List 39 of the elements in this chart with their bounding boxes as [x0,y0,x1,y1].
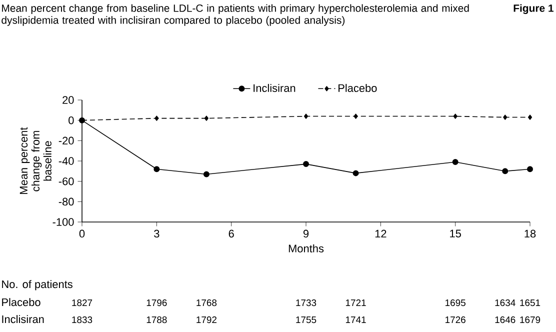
text: Inclisiran [2,315,44,324]
text: Placebo [2,298,40,306]
x-tick-label: 18 [524,230,536,238]
text: 1833 [72,316,92,324]
y-tick-label: -40 [58,157,74,165]
text: 1634 [495,299,516,306]
legend-label: Placebo [338,84,377,92]
y-tick-label: -60 [58,177,74,186]
text: 1827 [72,299,92,306]
text: 1726 [446,316,466,324]
legend-label: Inclisiran [254,84,296,92]
x-tick-label: 15 [450,230,461,238]
chart-title: Mean percent change from baseline LDL-C in patients with primary hypercholesterolemia and mixed dyslipidemia treated with inclisiran compared to placebo (pooled analysis) [2,4,469,26]
text: 1646 [495,316,516,324]
x-tick-label: 3 [154,230,160,238]
y-tick-label: -80 [58,198,74,206]
text: 1695 [446,299,466,306]
x-tick-label: 0 [79,230,85,238]
text: 1651 [520,299,540,306]
text: 1679 [520,316,540,324]
text: 1768 [196,299,217,306]
caption: Figure 1 [514,4,554,14]
y-tick-label: -100 [52,218,74,226]
text: 1721 [346,299,366,306]
text: 1741 [346,316,366,323]
text: 1733 [296,299,316,306]
text: No. of patients [2,280,72,290]
y-tick-label: -20 [58,136,74,145]
x-tick-label: 12 [375,230,386,238]
text: 1796 [146,299,167,306]
y-axis-title: Mean percent change from baseline [20,127,52,194]
y-tick-label: 20 [62,96,74,104]
y-tick-label: 0 [68,116,74,124]
x-axis-title: Months [288,244,324,252]
x-tick-label: 9 [303,230,309,238]
text: 1788 [146,316,167,324]
text: 1755 [296,316,316,324]
x-tick-label: 6 [228,230,234,238]
text: 1792 [196,316,217,324]
